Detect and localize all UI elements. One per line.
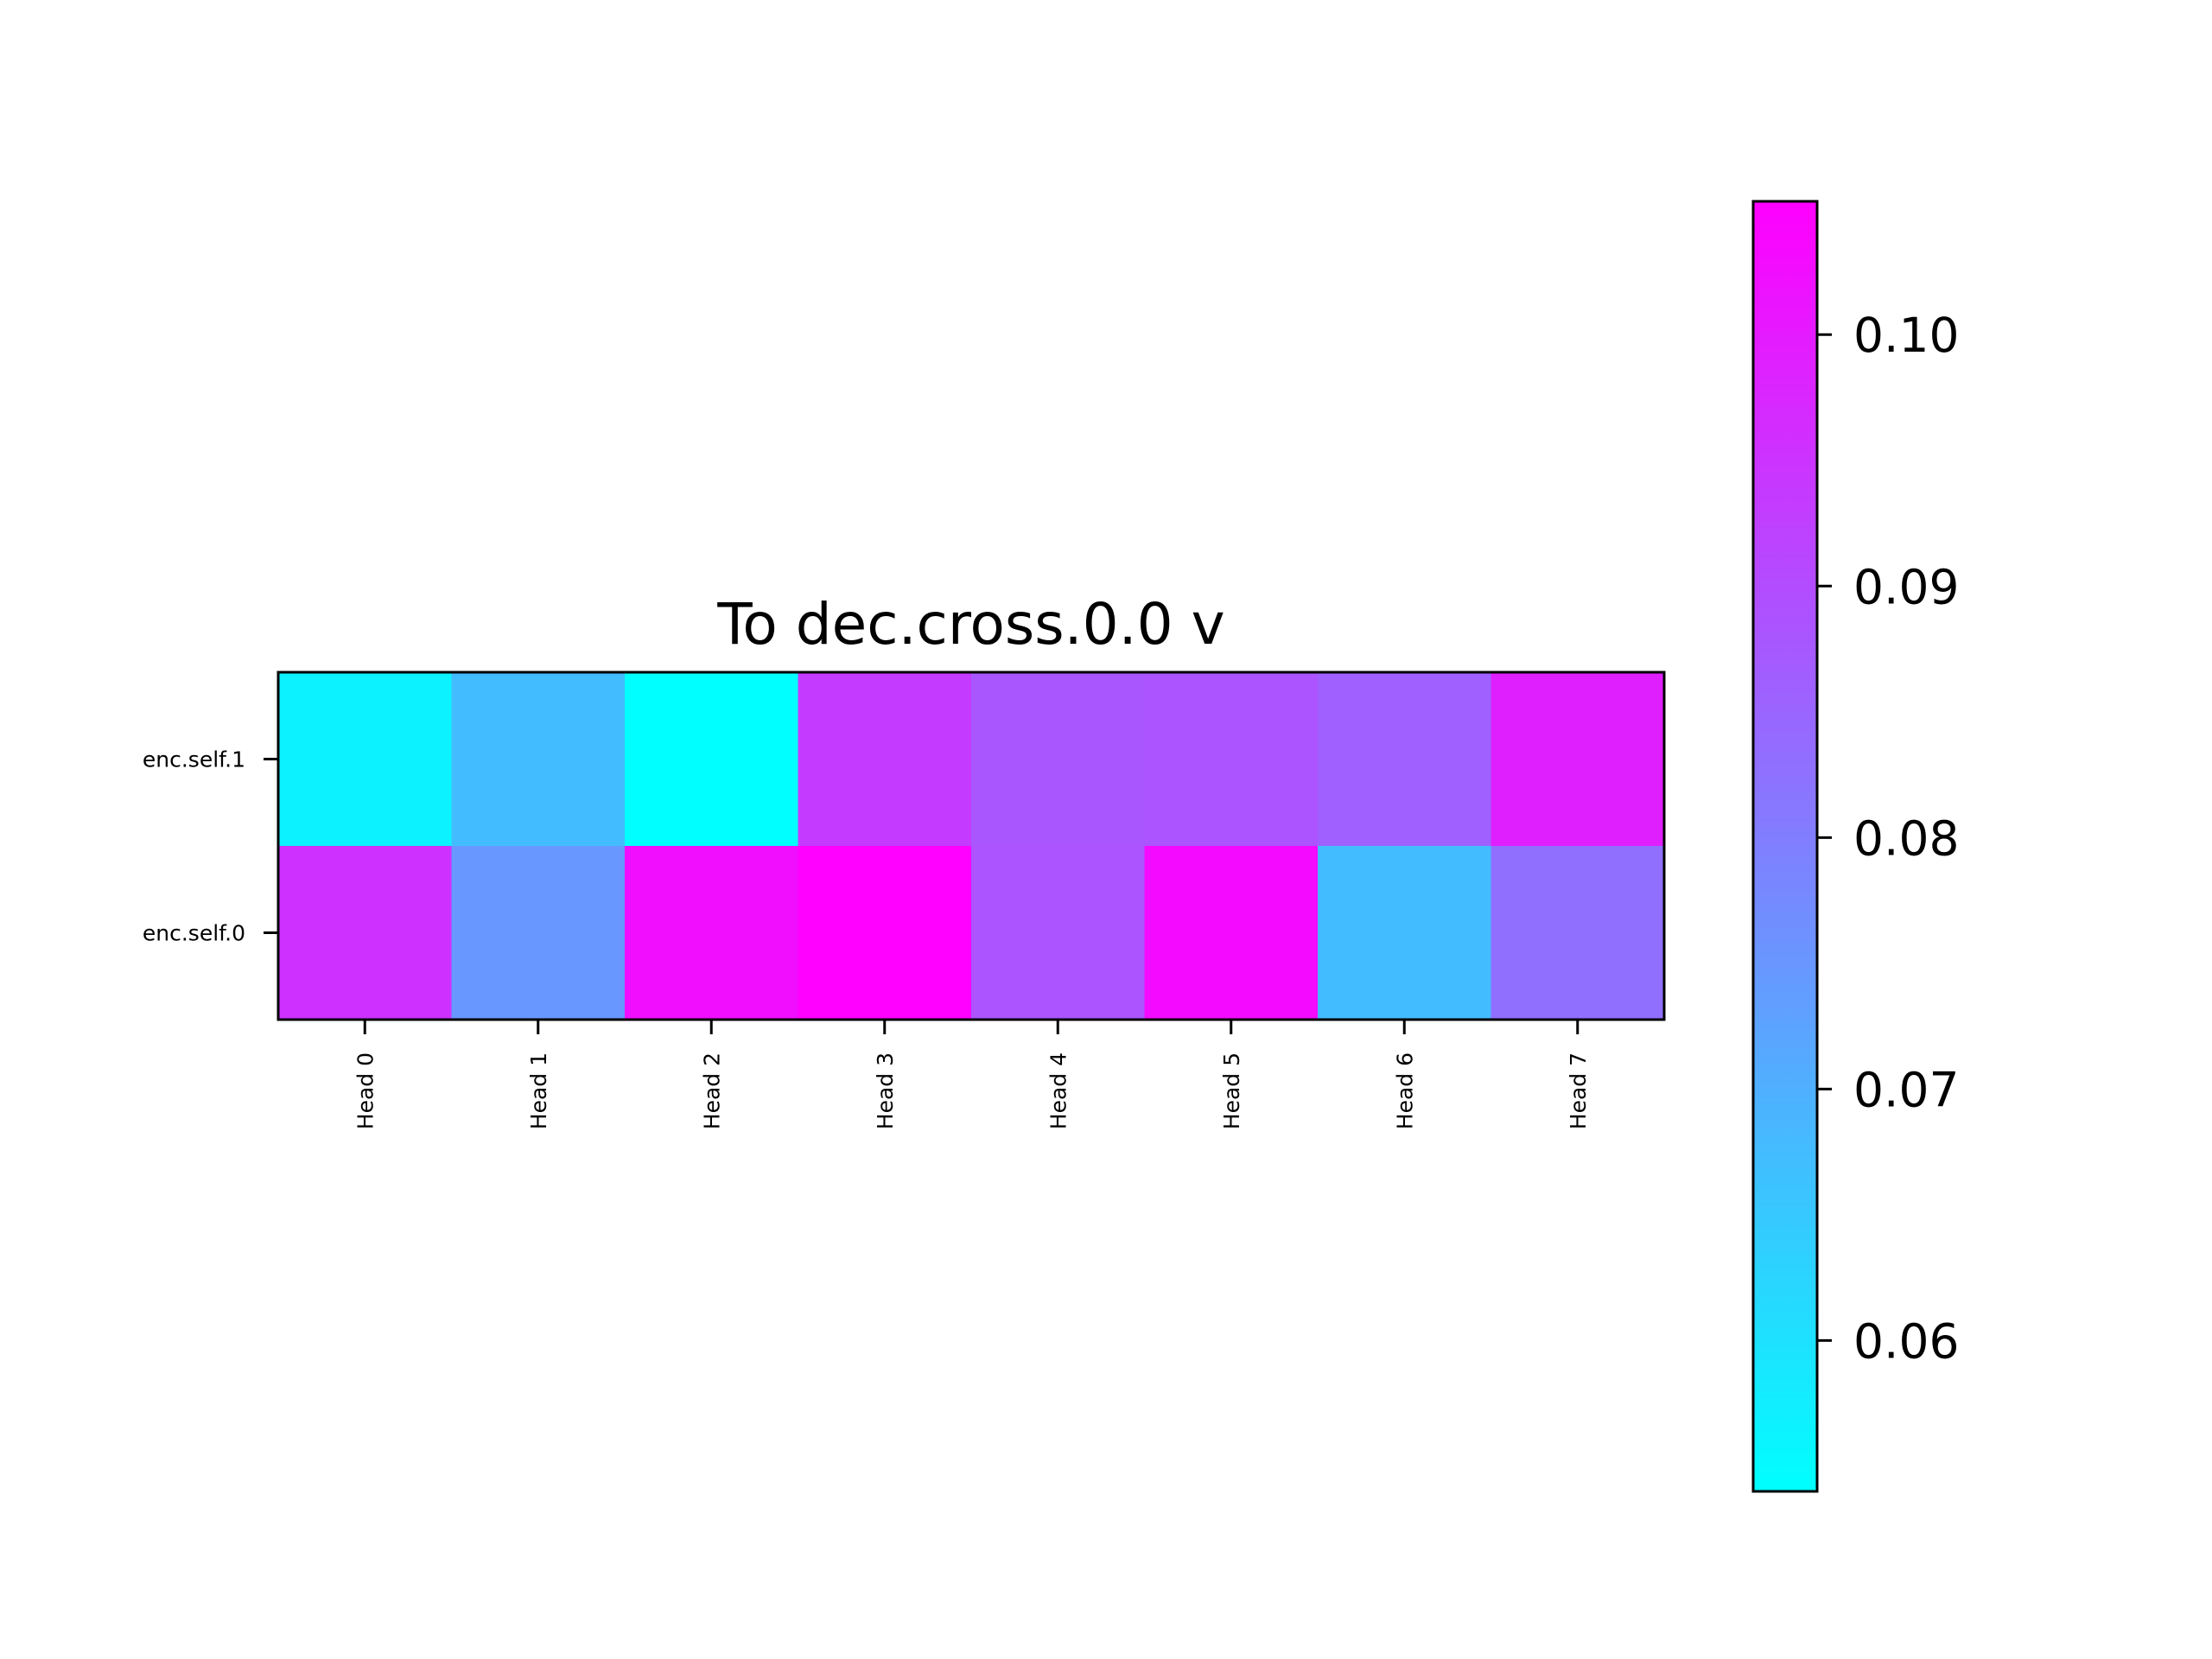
y-tick-label: enc.self.1 <box>143 747 245 772</box>
heatmap-cell <box>278 846 453 1020</box>
x-tick-label: Head 4 <box>1046 1052 1071 1129</box>
y-axis: enc.self.1 enc.self.0 <box>143 747 278 946</box>
colorbar-tick-label: 0.06 <box>1853 1313 1959 1369</box>
x-tick-label: Head 5 <box>1219 1052 1244 1129</box>
colorbar-tick-label: 0.08 <box>1853 810 1959 866</box>
heatmap-cell <box>625 672 799 847</box>
heatmap-cell <box>625 846 799 1020</box>
heatmap-cell <box>1491 672 1665 847</box>
heatmap-cell <box>971 846 1146 1020</box>
heatmap-frame <box>276 671 1666 1021</box>
colorbar-tick-label: 0.09 <box>1853 559 1959 614</box>
x-tick-label: Head 2 <box>699 1052 724 1129</box>
colorbar-tick-label: 0.10 <box>1853 308 1959 363</box>
chart-title: To dec.cross.0.0 v <box>716 591 1224 658</box>
y-tick-label: enc.self.0 <box>143 921 245 946</box>
colorbar-axis: 0.06 0.07 0.08 0.09 0.10 <box>1817 308 1959 1369</box>
heatmap-cell <box>1318 672 1492 847</box>
heatmap-cells <box>278 672 1665 1020</box>
colorbar <box>1751 200 1819 1493</box>
heatmap-cell <box>1491 846 1665 1020</box>
heatmap-cell <box>971 672 1146 847</box>
heatmap-cell <box>451 846 626 1020</box>
heatmap-cell <box>798 672 972 847</box>
heatmap-cell <box>1144 846 1319 1020</box>
colorbar-tick-label: 0.07 <box>1853 1062 1959 1117</box>
heatmap-cell <box>798 846 972 1020</box>
heatmap-cell <box>278 672 453 847</box>
x-tick-label: Head 0 <box>353 1052 378 1129</box>
x-tick-label: Head 6 <box>1392 1052 1417 1129</box>
x-tick-label: Head 3 <box>873 1052 898 1129</box>
heatmap-cell <box>1318 846 1492 1020</box>
heatmap-cell <box>451 672 626 847</box>
x-tick-label: Head 1 <box>526 1052 551 1129</box>
x-axis: Head 0 Head 1 Head 2 Head 3 Head 4 Head 5 Head… <box>353 1020 1591 1129</box>
heatmap-cell <box>1144 672 1319 847</box>
x-tick-label: Head 7 <box>1566 1052 1591 1129</box>
